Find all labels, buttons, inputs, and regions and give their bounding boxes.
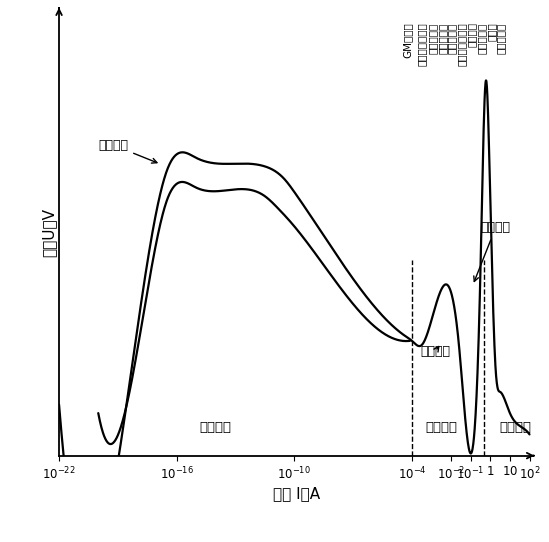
Text: 电量稳压放电管: 电量稳压放电管 xyxy=(417,22,427,66)
Text: 继电放电管: 继电放电管 xyxy=(447,22,457,54)
Text: 弧光放电: 弧光放电 xyxy=(500,421,532,434)
X-axis label: 电流 I，A: 电流 I，A xyxy=(273,486,320,501)
Text: GM计数管: GM计数管 xyxy=(403,22,413,58)
Text: 仙台放电管: 仙台放电管 xyxy=(477,22,486,54)
Text: 汞弧整流器: 汞弧整流器 xyxy=(496,22,506,54)
Text: 正常辉光: 正常辉光 xyxy=(421,345,450,358)
Text: 正常电晕: 正常电晕 xyxy=(98,139,157,163)
Y-axis label: 电压U，V: 电压U，V xyxy=(41,208,57,257)
Text: 点火管: 点火管 xyxy=(486,22,496,41)
Text: 汤森放电: 汤森放电 xyxy=(200,421,232,434)
Text: 异常辉光: 异常辉光 xyxy=(474,222,511,281)
Text: 稳压放电管: 稳压放电管 xyxy=(437,22,447,54)
Text: 指示（放电）管: 指示（放电）管 xyxy=(457,22,467,66)
Text: 辉光放电: 辉光放电 xyxy=(425,421,457,434)
Text: 光调制器: 光调制器 xyxy=(467,22,477,47)
Text: 计数放电管: 计数放电管 xyxy=(428,22,438,54)
